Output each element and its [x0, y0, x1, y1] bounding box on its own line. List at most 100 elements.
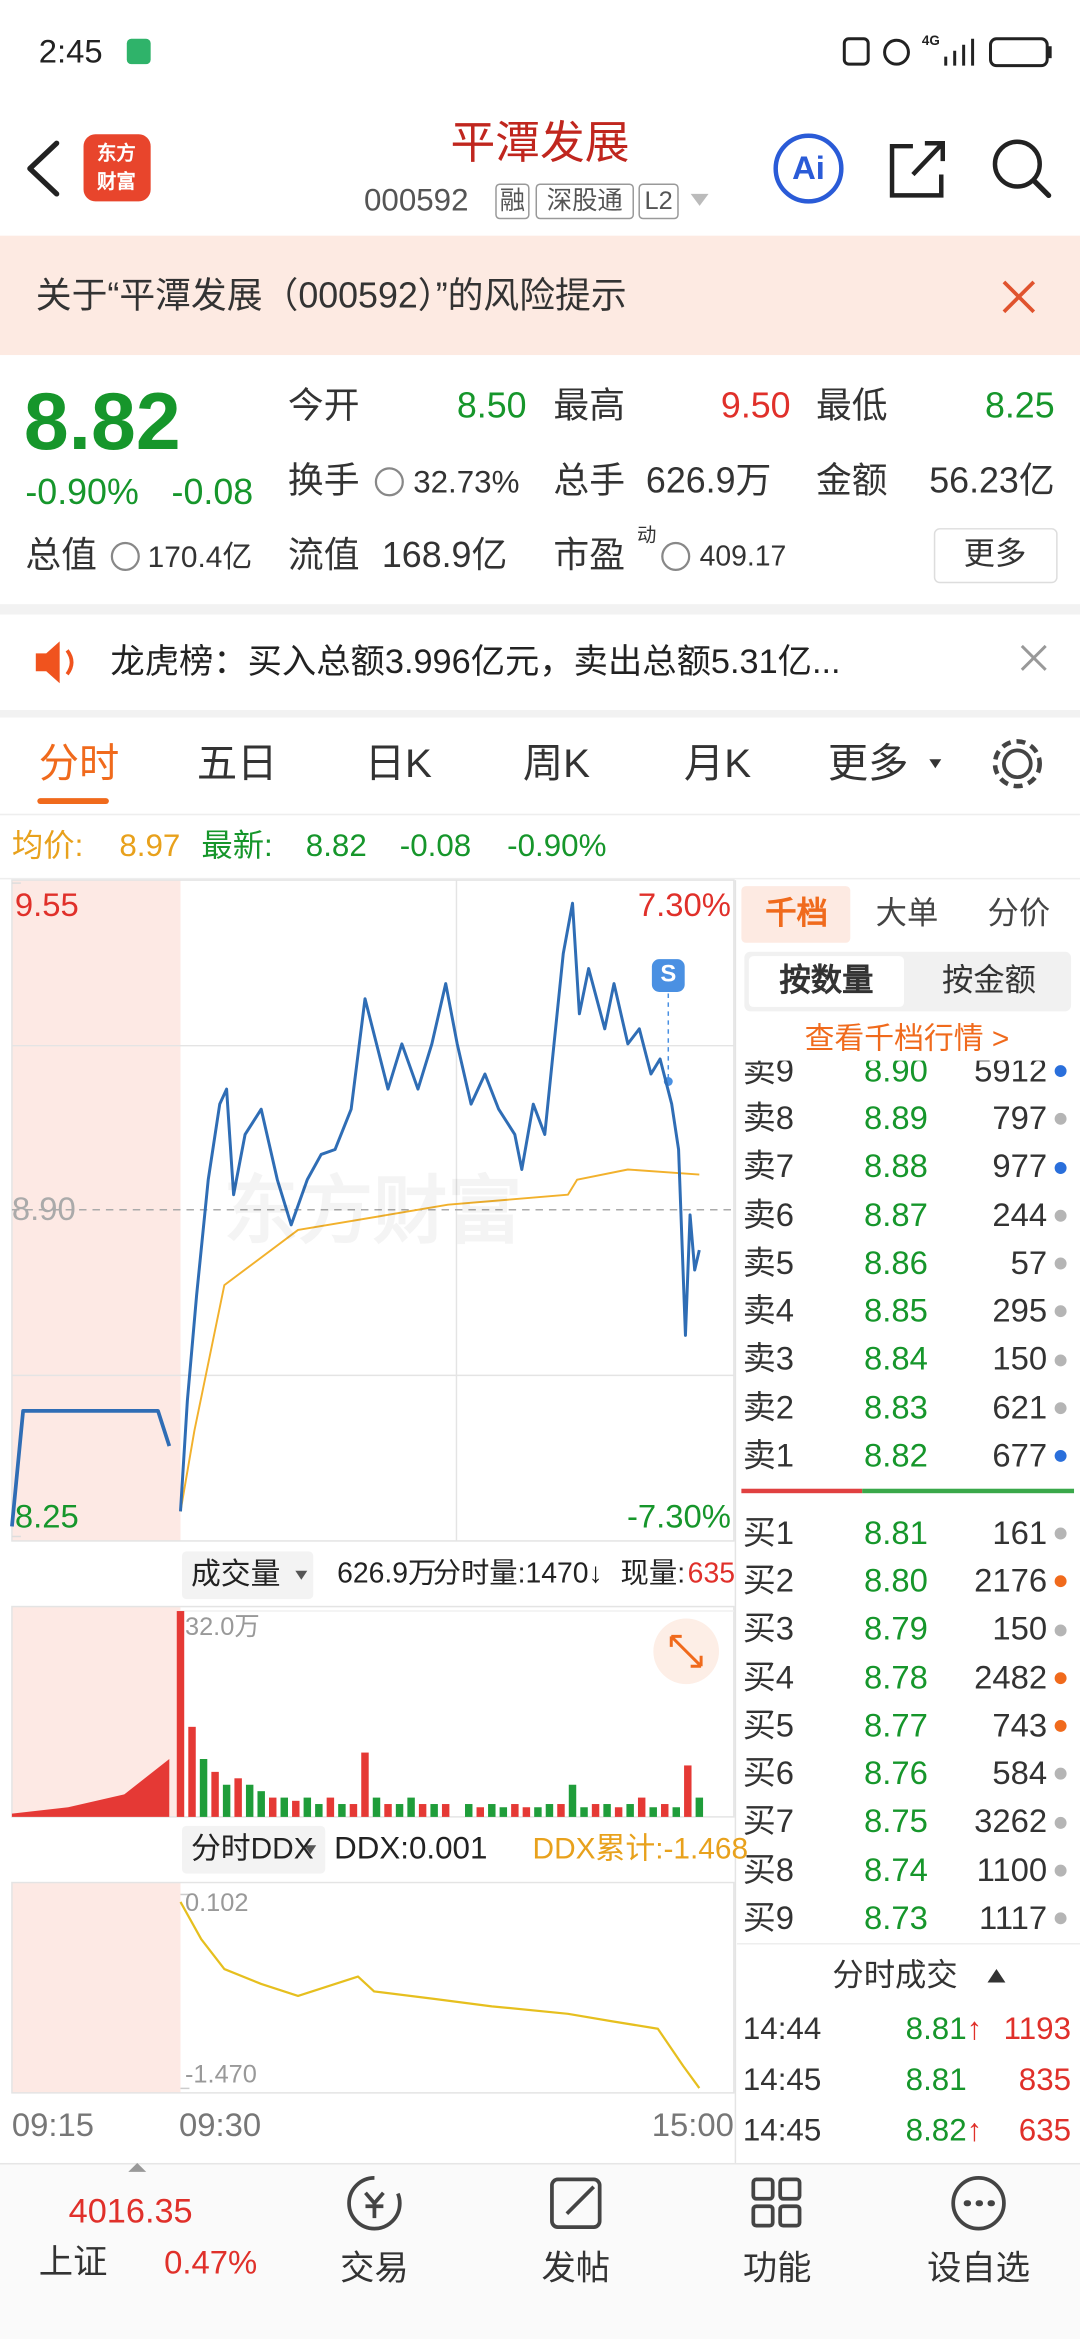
- info-icon[interactable]: [374, 467, 404, 497]
- avg-line: [179, 1168, 700, 1512]
- auction-volume-area: [11, 1759, 170, 1817]
- volume-bar: [603, 1804, 611, 1817]
- x-tick-label: 09:30: [179, 2105, 262, 2144]
- nav-item[interactable]: 交易: [340, 2248, 409, 2288]
- y-tick-label: 8.90: [11, 1190, 76, 1228]
- volume-bar: [361, 1752, 369, 1817]
- book-volume: 150: [992, 1609, 1048, 1648]
- book-dot: [1054, 1305, 1067, 1318]
- last-label: 最新:: [201, 829, 273, 865]
- period-tab[interactable]: 月K: [683, 741, 752, 786]
- notice-close[interactable]: [1020, 644, 1047, 671]
- volume-bar: [234, 1778, 242, 1817]
- depth-mode[interactable]: 按数量: [779, 964, 874, 999]
- period-tab[interactable]: 分时: [38, 741, 120, 786]
- selector-caret: [304, 1845, 317, 1855]
- post-icon[interactable]: [550, 2177, 602, 2229]
- banner-close[interactable]: [1002, 280, 1036, 314]
- func-icon: [778, 2204, 802, 2228]
- risk-banner-text[interactable]: 关于“平潭发展（000592）”的风险提示: [35, 275, 627, 316]
- nav-item[interactable]: 功能: [742, 2248, 812, 2288]
- index-value[interactable]: 4016.35: [68, 2191, 193, 2231]
- book-volume: 244: [992, 1195, 1048, 1233]
- back-button[interactable]: [27, 140, 60, 197]
- app-logo[interactable]: [83, 134, 151, 202]
- volume-bar: [292, 1800, 300, 1817]
- nav-item[interactable]: 发帖: [541, 2248, 611, 2288]
- signal-badge[interactable]: [651, 959, 685, 992]
- more-button[interactable]: 更多: [963, 537, 1027, 572]
- trades-caret: [987, 1969, 1006, 1983]
- stock-title: 平潭发展: [450, 119, 630, 169]
- trade-icon[interactable]: [347, 2176, 402, 2231]
- x-tick-label: 09:15: [11, 2105, 95, 2144]
- depth-mode[interactable]: 按金额: [942, 964, 1036, 999]
- notice-text[interactable]: 龙虎榜：买入总额3.996亿元，卖出总额5.31亿...: [110, 641, 841, 681]
- volume-selector[interactable]: [181, 1551, 314, 1600]
- book-dot: [1054, 1864, 1067, 1877]
- risk-banner[interactable]: [0, 235, 1080, 356]
- book-volume: 677: [992, 1436, 1048, 1474]
- depth-tab[interactable]: 大单: [875, 897, 939, 932]
- book-volume: 150: [992, 1339, 1048, 1378]
- more-button-frame[interactable]: [933, 528, 1058, 584]
- ai-button[interactable]: Ai: [792, 148, 825, 187]
- period-tab[interactable]: 五日: [196, 741, 278, 786]
- book-label: 买7: [742, 1802, 794, 1840]
- index-change: 0.47%: [164, 2243, 258, 2281]
- book-volume: 1100: [976, 1850, 1048, 1888]
- depth-link[interactable]: 查看千档行情 >: [804, 1023, 1010, 1057]
- stock-tag: 融: [495, 183, 530, 220]
- share-icon[interactable]: [889, 140, 945, 198]
- stat-label: 今开: [287, 385, 360, 427]
- stat-label: 最低: [815, 385, 888, 427]
- volume-bar: [626, 1804, 634, 1817]
- book-label: 买2: [742, 1561, 794, 1600]
- dropdown-caret[interactable]: [690, 193, 709, 206]
- period-tab[interactable]: 周K: [522, 741, 590, 786]
- book-dot: [1054, 1257, 1067, 1270]
- book-volume: 1117: [979, 1898, 1048, 1936]
- last-value: 8.82: [305, 829, 367, 865]
- current-volume: 635: [687, 1558, 735, 1590]
- settings-icon[interactable]: [1002, 748, 1033, 780]
- volume-bar: [211, 1771, 219, 1817]
- index-name: 上证: [38, 2242, 108, 2282]
- stat-value: 8.25: [984, 385, 1055, 427]
- volume-selector-label[interactable]: 成交量: [190, 1558, 281, 1592]
- logo-text: 财富: [96, 170, 136, 193]
- depth-tab[interactable]: 千档: [765, 897, 828, 932]
- volume-bar: [338, 1804, 346, 1817]
- stat-sup: 动: [636, 523, 657, 547]
- search-handle: [1031, 177, 1052, 199]
- trades-title[interactable]: 分时成交: [832, 1959, 958, 1994]
- func-icon[interactable]: [751, 2177, 775, 2201]
- volume-bar: [476, 1807, 484, 1817]
- ai-icon[interactable]: [773, 133, 844, 204]
- depth-tab[interactable]: 分价: [987, 897, 1051, 932]
- pct-label: -7.30%: [626, 1497, 731, 1535]
- settings-gear: [992, 739, 1042, 789]
- book-label: 卖6: [742, 1195, 794, 1233]
- stat-label: 市盈: [553, 534, 626, 576]
- nav-item[interactable]: 设自选: [927, 2248, 1031, 2288]
- info-icon[interactable]: [110, 541, 140, 571]
- trade-volume: 1193: [1003, 2012, 1072, 2048]
- volume-bar: [522, 1807, 531, 1817]
- func-icon: [751, 2204, 775, 2228]
- ddx-selector-label[interactable]: 分时DDX: [190, 1833, 314, 1867]
- watchlist-icon[interactable]: [951, 2176, 1006, 2231]
- book-label: 卖7: [742, 1147, 794, 1185]
- book-price: 8.89: [863, 1099, 928, 1137]
- period-tab[interactable]: 更多: [827, 741, 909, 786]
- search-icon[interactable]: [992, 139, 1042, 189]
- info-icon[interactable]: [661, 541, 691, 571]
- bottom-nav: [0, 2162, 1080, 2340]
- book-label: 买4: [742, 1658, 794, 1696]
- period-tab[interactable]: 日K: [364, 741, 432, 786]
- book-volume: 5912: [974, 1060, 1048, 1089]
- ddx-selector[interactable]: [181, 1825, 326, 1874]
- volume-bar: [269, 1797, 277, 1817]
